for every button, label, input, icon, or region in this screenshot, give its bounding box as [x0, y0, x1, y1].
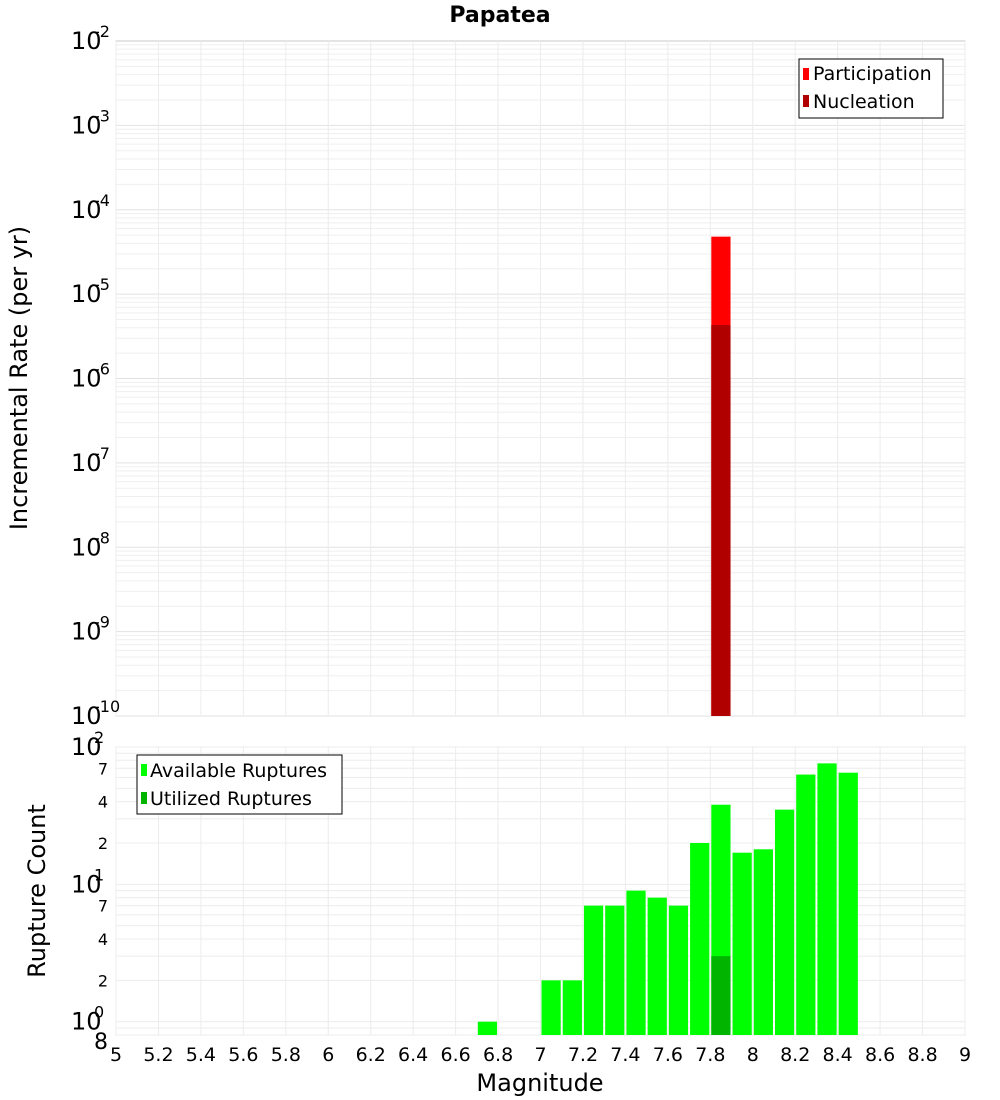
bar-available-ruptures: [605, 905, 625, 1035]
legend-utilized-swatch: [141, 792, 147, 804]
bar-available-ruptures: [796, 774, 816, 1035]
bar-available-ruptures: [626, 890, 646, 1035]
x-tick-label: 5.2: [143, 1044, 173, 1066]
legend-available-label: Available Ruptures: [150, 760, 327, 782]
x-tick-label: 6.2: [356, 1044, 386, 1066]
bottom-y-minor-tick-label: 7: [98, 897, 108, 916]
x-tick-label: 8.8: [907, 1044, 937, 1066]
bar-available-ruptures: [477, 1021, 498, 1035]
top-y-tick-exponent: -10: [94, 697, 120, 716]
x-tick-label: 7: [534, 1044, 546, 1066]
top-y-tick-exponent: -2: [94, 22, 110, 41]
bar-available-ruptures: [541, 980, 561, 1035]
bottom-y-tick-base: 10: [71, 870, 102, 898]
top-y-tick-base: 10: [71, 618, 102, 646]
x-tick-label: 9: [959, 1044, 971, 1066]
legend-nucleation-label: Nucleation: [813, 91, 915, 113]
x-tick-label: 5.8: [271, 1044, 301, 1066]
bar-available-ruptures: [690, 843, 710, 1035]
bar-utilized-ruptures: [711, 956, 731, 1035]
legend-participation-swatch: [803, 68, 809, 80]
x-tick-label: 6.6: [440, 1044, 470, 1066]
top-bars: [711, 236, 731, 716]
top-y-tick-exponent: -6: [94, 360, 110, 379]
x-tick-label: 7.4: [610, 1044, 640, 1066]
x-tick-label: 8.6: [865, 1044, 895, 1066]
bottom-y-tick-exponent: 1: [94, 865, 104, 884]
bottom-y-axis-label: Rupture Count: [23, 804, 51, 978]
top-y-tick-base: 10: [71, 111, 102, 139]
top-y-tick-base: 10: [71, 365, 102, 393]
x-tick-label: 7.8: [695, 1044, 725, 1066]
bar-available-ruptures: [668, 905, 689, 1035]
x-tick-label: 7.6: [653, 1044, 683, 1066]
x-tick-label: 5.4: [186, 1044, 216, 1066]
bar-available-ruptures: [583, 905, 604, 1035]
top-y-tick-base: 10: [71, 702, 102, 730]
top-y-tick-exponent: -8: [94, 528, 110, 547]
bottom-x-tick-labels: 5 5.2 5.4 5.6 5.8 6 6.2 6.4 6.6 6.8 7 7.2 7.4 7.6 7.8 8…: [110, 1044, 971, 1066]
bar-available-ruptures: [774, 809, 795, 1035]
top-y-tick-base: 10: [71, 449, 102, 477]
bar-nucleation: [711, 325, 731, 716]
top-y-tick-base: 10: [71, 196, 102, 224]
bottom-y-tick-exponent: 2: [94, 728, 104, 747]
legend-utilized-label: Utilized Ruptures: [150, 788, 312, 810]
top-y-tick-exponent: -9: [94, 613, 110, 632]
bottom-x-axis-label: Magnitude: [476, 1069, 603, 1097]
top-y-tick-exponent: -7: [94, 444, 110, 463]
x-tick-label: 5.6: [228, 1044, 258, 1066]
bottom-y-tick-base: 10: [71, 1008, 102, 1036]
bottom-y-minor-tick-label: 2: [98, 834, 108, 853]
x-tick-label: 8.2: [780, 1044, 810, 1066]
x-tick-label: 6.4: [398, 1044, 428, 1066]
top-y-tick-exponent: -3: [94, 106, 110, 125]
bottom-y-minor-tick-label: 8: [94, 1030, 108, 1055]
top-y-axis-label: Incremental Rate (per yr): [5, 226, 33, 530]
top-grid: [115, 41, 966, 717]
legend-participation-label: Participation: [813, 63, 932, 85]
bottom-y-minor-tick-label: 4: [98, 793, 108, 812]
bottom-bars: [477, 763, 858, 1035]
bar-available-ruptures: [838, 772, 858, 1035]
top-y-tick-base: 10: [71, 27, 102, 55]
bar-available-ruptures: [562, 980, 582, 1035]
bar-available-ruptures: [732, 852, 752, 1035]
top-legend: Participation Nucleation: [798, 58, 944, 119]
bottom-legend: Available Ruptures Utilized Ruptures: [136, 754, 343, 815]
bottom-y-tick-exponent: 0: [94, 1003, 104, 1022]
bar-available-ruptures: [647, 897, 667, 1035]
bottom-y-tick-base: 10: [71, 733, 102, 761]
x-tick-label: 6: [322, 1044, 334, 1066]
bar-available-ruptures: [817, 763, 837, 1035]
top-y-tick-exponent: -4: [94, 191, 110, 210]
chart-title: Papatea: [449, 3, 550, 28]
bottom-legend-box: [136, 754, 343, 815]
top-y-tick-base: 10: [71, 280, 102, 308]
x-tick-label: 8: [747, 1044, 759, 1066]
x-tick-label: 5: [110, 1044, 122, 1066]
bottom-y-minor-tick-label: 4: [98, 930, 108, 949]
bottom-y-minor-tick-label: 7: [98, 759, 108, 778]
top-y-tick-base: 10: [71, 533, 102, 561]
x-tick-label: 7.2: [568, 1044, 598, 1066]
legend-nucleation-swatch: [803, 95, 809, 107]
bar-available-ruptures: [753, 849, 773, 1035]
bottom-y-minor-tick-label: 2: [98, 971, 108, 990]
x-tick-label: 6.8: [483, 1044, 513, 1066]
legend-available-swatch: [141, 764, 147, 776]
top-y-tick-exponent: -5: [94, 275, 110, 294]
top-legend-box: [798, 58, 944, 119]
x-tick-label: 8.4: [823, 1044, 853, 1066]
